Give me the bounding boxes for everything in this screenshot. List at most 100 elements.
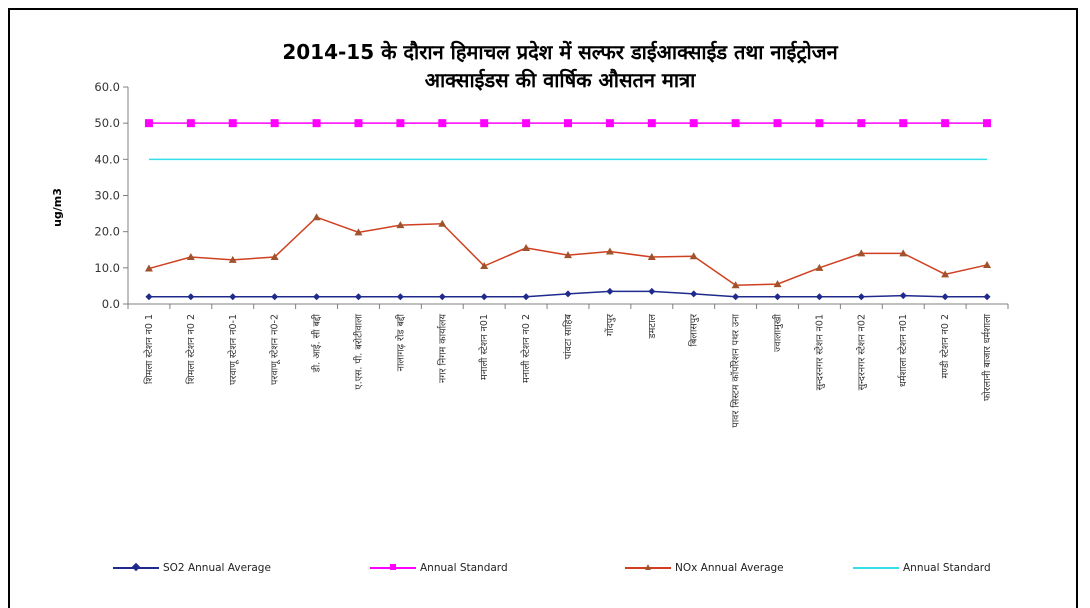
x-category-label: धर्मशाला स्टेशन न01 [897, 314, 909, 387]
so2-point [313, 293, 321, 301]
standard-50-point [647, 119, 656, 128]
nox-point [354, 228, 363, 236]
standard-50-point [480, 119, 489, 128]
nox-point [564, 251, 572, 259]
chart-title-line-1: 2014-15 के दौरान हिमाचल प्रदेश में सल्फर… [282, 40, 838, 64]
y-tick-label: 60.0 [94, 80, 120, 94]
nox-point [689, 252, 698, 260]
nox-point [857, 249, 866, 257]
nox-point [396, 221, 405, 229]
standard-50-point [857, 119, 866, 128]
x-category-label: शिमला स्टेशन न0 1 [143, 314, 155, 384]
legend-label-standard-50: Annual Standard [420, 562, 508, 574]
x-category-label: डमटाल [647, 313, 658, 339]
y-tick-label: 40.0 [94, 152, 120, 166]
so2-point [187, 293, 195, 301]
nox-point [899, 249, 908, 257]
so2-point [229, 293, 237, 301]
y-tick-label: 30.0 [94, 189, 120, 203]
standard-50-point [438, 119, 447, 128]
legend: SO2 Annual Average Annual Standard NOx A… [95, 560, 1055, 580]
x-category-label: ए.एस. पी. बरोटीवाला [352, 313, 364, 389]
x-category-label: परवाणू स्टेशन न0-1 [227, 314, 239, 385]
standard-50-point [186, 119, 195, 128]
so2-point [983, 293, 991, 301]
x-category-label: शिमला स्टेशन न0 2 [185, 314, 197, 384]
so2-point [815, 293, 823, 301]
nox-point [438, 219, 447, 227]
nox-point [312, 213, 321, 221]
legend-label-nox: NOx Annual Average [675, 562, 784, 574]
y-tick-label: 20.0 [94, 225, 120, 239]
x-category-label: नगर निगम कार्यालय [436, 314, 448, 383]
nox-point [480, 262, 489, 270]
so2-point [899, 292, 907, 300]
so2-point [648, 287, 656, 295]
legend-swatch-nox [625, 564, 671, 570]
standard-50-point [815, 119, 824, 128]
nox-point [270, 252, 279, 260]
so2-point [690, 290, 698, 298]
standard-50-point [270, 119, 279, 128]
so2-point [941, 293, 949, 301]
legend-item-standard-40: Annual Standard [853, 560, 991, 576]
x-category-label: परवाणू स्टेशन न0-2 [269, 314, 281, 385]
x-category-label: मनाली स्टेशन न0 2 [520, 314, 532, 383]
so2-point [480, 293, 488, 301]
so2-point [606, 287, 614, 295]
y-tick-label: 50.0 [94, 116, 120, 130]
nox-point [647, 252, 656, 260]
x-category-label: मनाली स्टेशन न01 [478, 314, 490, 380]
nox-point [228, 255, 237, 263]
nox-point [731, 281, 740, 289]
nox-point [144, 264, 153, 272]
legend-item-standard-50: Annual Standard [370, 560, 508, 576]
y-axis-label: ug/m3 [51, 188, 64, 227]
x-category-label: सुन्दरनगर स्टेशन न02 [855, 314, 867, 390]
x-category-label: मण्डी स्टेशन न0 2 [939, 314, 951, 378]
standard-50-point [144, 119, 153, 128]
so2-point [732, 293, 740, 301]
legend-swatch-standard-50 [370, 564, 416, 570]
legend-label-so2: SO2 Annual Average [163, 562, 271, 574]
chart-frame [8, 8, 1078, 608]
x-category-label: पावर सिस्टम कॉर्पोरेशन पथर उना [730, 313, 742, 427]
legend-swatch-so2 [113, 562, 159, 572]
x-category-label: सुन्दरनगर स्टेशन न01 [813, 314, 825, 390]
standard-50-point [522, 119, 531, 128]
y-tick-label: 10.0 [94, 261, 120, 275]
so2-point [857, 293, 865, 301]
standard-50-point [899, 119, 908, 128]
so2-point [564, 290, 572, 298]
so2-point [438, 293, 446, 301]
standard-50-point [228, 119, 237, 128]
so2-point [271, 293, 279, 301]
standard-50-point [983, 119, 992, 128]
x-category-label: नालागढ़ रोड बद्दी [394, 313, 406, 371]
x-category-label: डी. आई. सी बद्दी [311, 313, 323, 373]
nox-point [605, 247, 614, 255]
legend-label-standard-40: Annual Standard [903, 562, 991, 574]
so2-point [354, 293, 362, 301]
nox-point [186, 252, 195, 260]
legend-item-so2: SO2 Annual Average [113, 560, 271, 576]
standard-50-point [354, 119, 363, 128]
so2-point [396, 293, 404, 301]
line-chart: 0.0 10.0 20.0 30.0 40.0 50.0 60.0 ug/m3 शिमला स्… [51, 80, 1009, 428]
so2-point [522, 293, 530, 301]
standard-50-point [941, 119, 950, 128]
standard-50-point [312, 119, 321, 128]
chart-title-line-2: आक्साईडस की वार्षिक औसतन मात्रा [424, 68, 696, 92]
standard-50-point [773, 119, 782, 128]
standard-50-point [396, 119, 405, 128]
so2-point [774, 293, 782, 301]
nox-point [773, 280, 782, 288]
nox-point [941, 270, 950, 278]
x-category-label: फोरलानी बाजार धर्मशाला [981, 313, 993, 401]
x-category-label: बिलासपुर [688, 313, 700, 347]
standard-50-point [689, 119, 698, 128]
nox-point [983, 260, 992, 268]
standard-50-point [605, 119, 614, 128]
so2-point [145, 293, 153, 301]
x-category-label: ज्वालामुखी [772, 313, 784, 352]
